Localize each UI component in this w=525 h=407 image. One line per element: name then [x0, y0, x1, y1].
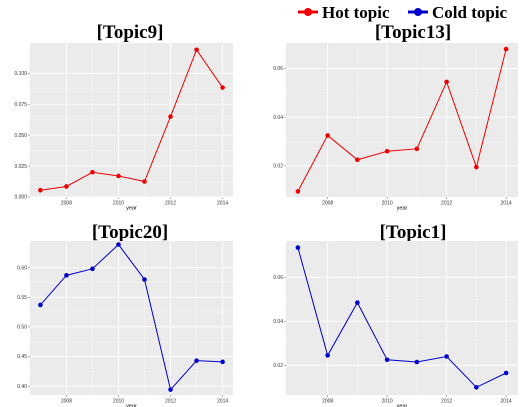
x-axis-label: year — [397, 404, 408, 407]
y-tick-label: 0.000 — [14, 195, 27, 201]
data-point — [194, 358, 199, 363]
x-tick-label: 2014 — [217, 201, 228, 207]
series-line — [297, 48, 507, 192]
x-tick-label: 2012 — [165, 399, 176, 405]
x-tick-label: 2010 — [113, 201, 124, 207]
chart-title: [Topic9] — [97, 22, 164, 43]
legend-cold-marker — [414, 8, 422, 16]
x-axis-label: year — [397, 206, 408, 212]
x-tick-label: 2010 — [113, 399, 124, 405]
data-point — [38, 187, 43, 193]
y-tick-label: 0.02 — [273, 363, 283, 369]
data-point — [355, 157, 360, 163]
data-point — [384, 148, 390, 154]
data-point — [38, 302, 43, 308]
data-point — [64, 273, 69, 278]
y-tick-label: 0.04 — [273, 319, 283, 325]
y-tick-label: 0.40 — [17, 384, 27, 390]
x-tick-label: 2014 — [501, 399, 512, 405]
x-tick-label: 2008 — [322, 399, 333, 405]
data-point — [384, 357, 390, 363]
data-point — [168, 114, 173, 119]
data-point — [503, 370, 509, 376]
data-point — [220, 85, 225, 90]
x-tick-label: 2014 — [217, 399, 228, 405]
chart-panel-topic1: [Topic1] 2008 2010 2012 2014 0.02 0.04 0.06 year — [273, 222, 518, 407]
y-tick-label: 0.025 — [14, 164, 27, 170]
x-axis-label: year — [126, 206, 137, 212]
x-tick-label: 2010 — [382, 201, 393, 207]
data-point — [444, 354, 449, 359]
data-point — [64, 184, 69, 189]
plot-background — [286, 43, 518, 197]
plot-background — [286, 241, 518, 395]
y-tick-label: 0.06 — [273, 66, 283, 72]
x-tick-label: 2008 — [61, 399, 72, 405]
x-tick-label: 2014 — [501, 201, 512, 207]
plot-background — [30, 43, 233, 197]
series-line — [40, 48, 224, 191]
y-tick-label: 0.04 — [273, 115, 283, 121]
data-point — [414, 146, 420, 152]
y-tick-label: 0.02 — [273, 164, 283, 170]
data-point — [355, 300, 360, 305]
y-tick-label: 0.45 — [17, 354, 27, 360]
data-point — [90, 266, 95, 272]
legend-hot-marker — [304, 8, 312, 16]
data-point — [168, 387, 173, 392]
data-point — [295, 245, 301, 250]
data-point — [220, 359, 225, 365]
data-point — [325, 353, 330, 358]
chart-title: [Topic13] — [375, 22, 451, 43]
data-point — [116, 242, 121, 247]
data-point — [503, 46, 509, 52]
x-tick-label: 2012 — [441, 201, 452, 207]
y-tick-label: 0.06 — [273, 275, 283, 281]
chart-title: [Topic1] — [380, 222, 447, 243]
y-tick-label: 0.075 — [14, 102, 27, 108]
chart-panel-topic9: [Topic9] 2008 2010 2012 2014 0.000 0.025 0.050 0… — [14, 22, 233, 212]
plot-background — [30, 241, 233, 395]
legend-hot-label: Hot topic — [322, 3, 390, 22]
chart-title: [Topic20] — [92, 222, 168, 243]
data-point — [142, 277, 147, 282]
chart-panel-topic13: [Topic13] 2008 2010 2012 2014 0.02 0.04 0.06 yea… — [273, 22, 518, 212]
x-tick-label: 2008 — [322, 201, 333, 207]
x-axis-label: year — [126, 404, 137, 407]
y-tick-label: 0.100 — [14, 71, 27, 77]
data-point — [295, 189, 301, 194]
data-point — [474, 385, 479, 390]
x-tick-label: 2012 — [165, 201, 176, 207]
chart-panel-topic20: [Topic20] 2008 2010 2012 2014 0.40 0.45 0.50 0.5… — [17, 222, 233, 407]
data-point — [142, 179, 147, 184]
legend: Hot topic Cold topic — [298, 3, 508, 22]
series-line — [297, 247, 507, 388]
data-point — [194, 47, 199, 53]
y-tick-label: 0.60 — [17, 265, 27, 271]
x-tick-label: 2012 — [441, 399, 452, 405]
data-point — [444, 79, 449, 85]
series-line — [40, 243, 223, 391]
legend-cold-label: Cold topic — [432, 3, 508, 22]
x-tick-label: 2008 — [61, 201, 72, 207]
y-tick-label: 0.55 — [17, 295, 27, 301]
data-point — [474, 164, 479, 170]
y-tick-label: 0.50 — [17, 325, 27, 331]
x-tick-label: 2010 — [382, 399, 393, 405]
data-point — [325, 133, 330, 138]
data-point — [90, 169, 95, 175]
data-point — [414, 359, 420, 365]
data-point — [116, 173, 121, 179]
y-tick-label: 0.050 — [14, 133, 27, 139]
